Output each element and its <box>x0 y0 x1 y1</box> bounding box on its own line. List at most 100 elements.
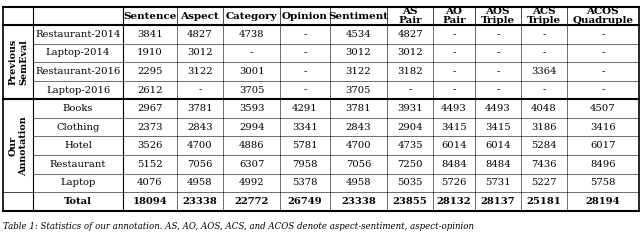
Text: 4958: 4958 <box>346 178 371 187</box>
Text: 4735: 4735 <box>397 141 423 150</box>
Text: 3122: 3122 <box>346 67 371 76</box>
Text: -: - <box>496 49 499 57</box>
Text: Books: Books <box>63 104 93 113</box>
Text: -: - <box>303 30 307 39</box>
Text: Laptop: Laptop <box>60 178 96 187</box>
Text: -: - <box>542 49 546 57</box>
Text: 5758: 5758 <box>590 178 616 187</box>
Text: 3122: 3122 <box>187 67 212 76</box>
Text: -: - <box>303 67 307 76</box>
Text: 3781: 3781 <box>187 104 212 113</box>
Text: Pair: Pair <box>442 16 466 25</box>
Text: AS: AS <box>403 7 418 16</box>
Text: Table 1: Statistics of our annotation. AS, AO, AOS, ACS, and ACOS denote aspect-: Table 1: Statistics of our annotation. A… <box>3 222 474 231</box>
Text: 1910: 1910 <box>137 49 163 57</box>
Text: 2843: 2843 <box>346 123 371 132</box>
Text: 4493: 4493 <box>441 104 467 113</box>
Text: 6014: 6014 <box>441 141 467 150</box>
Text: 4886: 4886 <box>239 141 264 150</box>
Text: Hotel: Hotel <box>64 141 92 150</box>
Text: 7958: 7958 <box>292 160 318 169</box>
Text: -: - <box>542 86 546 94</box>
Text: 8484: 8484 <box>485 160 511 169</box>
Text: Previous
SemEval: Previous SemEval <box>8 39 28 85</box>
Text: Triple: Triple <box>527 16 561 25</box>
Text: Restaurant-2016: Restaurant-2016 <box>35 67 121 76</box>
Text: 4534: 4534 <box>346 30 371 39</box>
Text: 23855: 23855 <box>393 197 428 206</box>
Text: 5726: 5726 <box>441 178 467 187</box>
Text: 3012: 3012 <box>346 49 371 57</box>
Text: -: - <box>601 49 605 57</box>
Text: -: - <box>496 86 499 94</box>
Text: 3415: 3415 <box>441 123 467 132</box>
Text: Restaurant-2014: Restaurant-2014 <box>35 30 121 39</box>
Text: AO: AO <box>445 7 463 16</box>
Text: 2612: 2612 <box>137 86 163 94</box>
Text: -: - <box>408 86 412 94</box>
Text: -: - <box>452 86 456 94</box>
Text: -: - <box>542 30 546 39</box>
Text: 3012: 3012 <box>187 49 212 57</box>
Text: Aspect: Aspect <box>180 12 220 21</box>
Text: ACOS: ACOS <box>587 7 619 16</box>
Text: Laptop-2016: Laptop-2016 <box>46 86 110 94</box>
Text: 7056: 7056 <box>346 160 371 169</box>
Text: 4048: 4048 <box>531 104 557 113</box>
Text: 8496: 8496 <box>590 160 616 169</box>
Text: 4738: 4738 <box>239 30 264 39</box>
Text: ACS: ACS <box>532 7 556 16</box>
Text: Our
Annotation: Our Annotation <box>8 116 28 175</box>
Text: 3341: 3341 <box>292 123 318 132</box>
Text: 23338: 23338 <box>341 197 376 206</box>
Text: 4700: 4700 <box>346 141 371 150</box>
Text: 28194: 28194 <box>586 197 620 206</box>
Text: 23338: 23338 <box>182 197 218 206</box>
Text: Sentence: Sentence <box>123 12 177 21</box>
Text: 5378: 5378 <box>292 178 318 187</box>
Text: 7056: 7056 <box>188 160 212 169</box>
Text: -: - <box>452 67 456 76</box>
Text: 3841: 3841 <box>137 30 163 39</box>
Text: AOS: AOS <box>486 7 510 16</box>
Text: 4827: 4827 <box>397 30 423 39</box>
Text: 3001: 3001 <box>239 67 264 76</box>
Text: 2843: 2843 <box>187 123 212 132</box>
Text: Laptop-2014: Laptop-2014 <box>46 49 110 57</box>
Text: 4700: 4700 <box>187 141 212 150</box>
Text: 3526: 3526 <box>137 141 163 150</box>
Text: 4076: 4076 <box>137 178 163 187</box>
Text: 4507: 4507 <box>590 104 616 113</box>
Text: -: - <box>496 30 499 39</box>
Text: 4958: 4958 <box>187 178 212 187</box>
Text: -: - <box>303 49 307 57</box>
Text: 28137: 28137 <box>481 197 515 206</box>
Text: 5284: 5284 <box>531 141 557 150</box>
Text: 6307: 6307 <box>239 160 264 169</box>
Text: -: - <box>303 86 307 94</box>
Text: 3705: 3705 <box>346 86 371 94</box>
Text: 2967: 2967 <box>137 104 163 113</box>
Text: 25181: 25181 <box>527 197 561 206</box>
Text: Clothing: Clothing <box>56 123 100 132</box>
Text: 28132: 28132 <box>436 197 471 206</box>
Text: 4827: 4827 <box>187 30 212 39</box>
Text: 3012: 3012 <box>397 49 423 57</box>
Text: Sentiment: Sentiment <box>328 12 388 21</box>
Text: Total: Total <box>64 197 92 206</box>
Text: Quadruple: Quadruple <box>572 16 634 25</box>
Text: 5227: 5227 <box>531 178 557 187</box>
Text: -: - <box>452 49 456 57</box>
Text: -: - <box>452 30 456 39</box>
Text: 3931: 3931 <box>397 104 423 113</box>
Text: 2373: 2373 <box>137 123 163 132</box>
Text: 3705: 3705 <box>239 86 264 94</box>
Text: 3593: 3593 <box>239 104 264 113</box>
Text: 3416: 3416 <box>590 123 616 132</box>
Text: 6017: 6017 <box>590 141 616 150</box>
Text: 5035: 5035 <box>397 178 423 187</box>
Text: 8484: 8484 <box>441 160 467 169</box>
Text: Triple: Triple <box>481 16 515 25</box>
Text: 2295: 2295 <box>137 67 163 76</box>
Text: -: - <box>601 67 605 76</box>
